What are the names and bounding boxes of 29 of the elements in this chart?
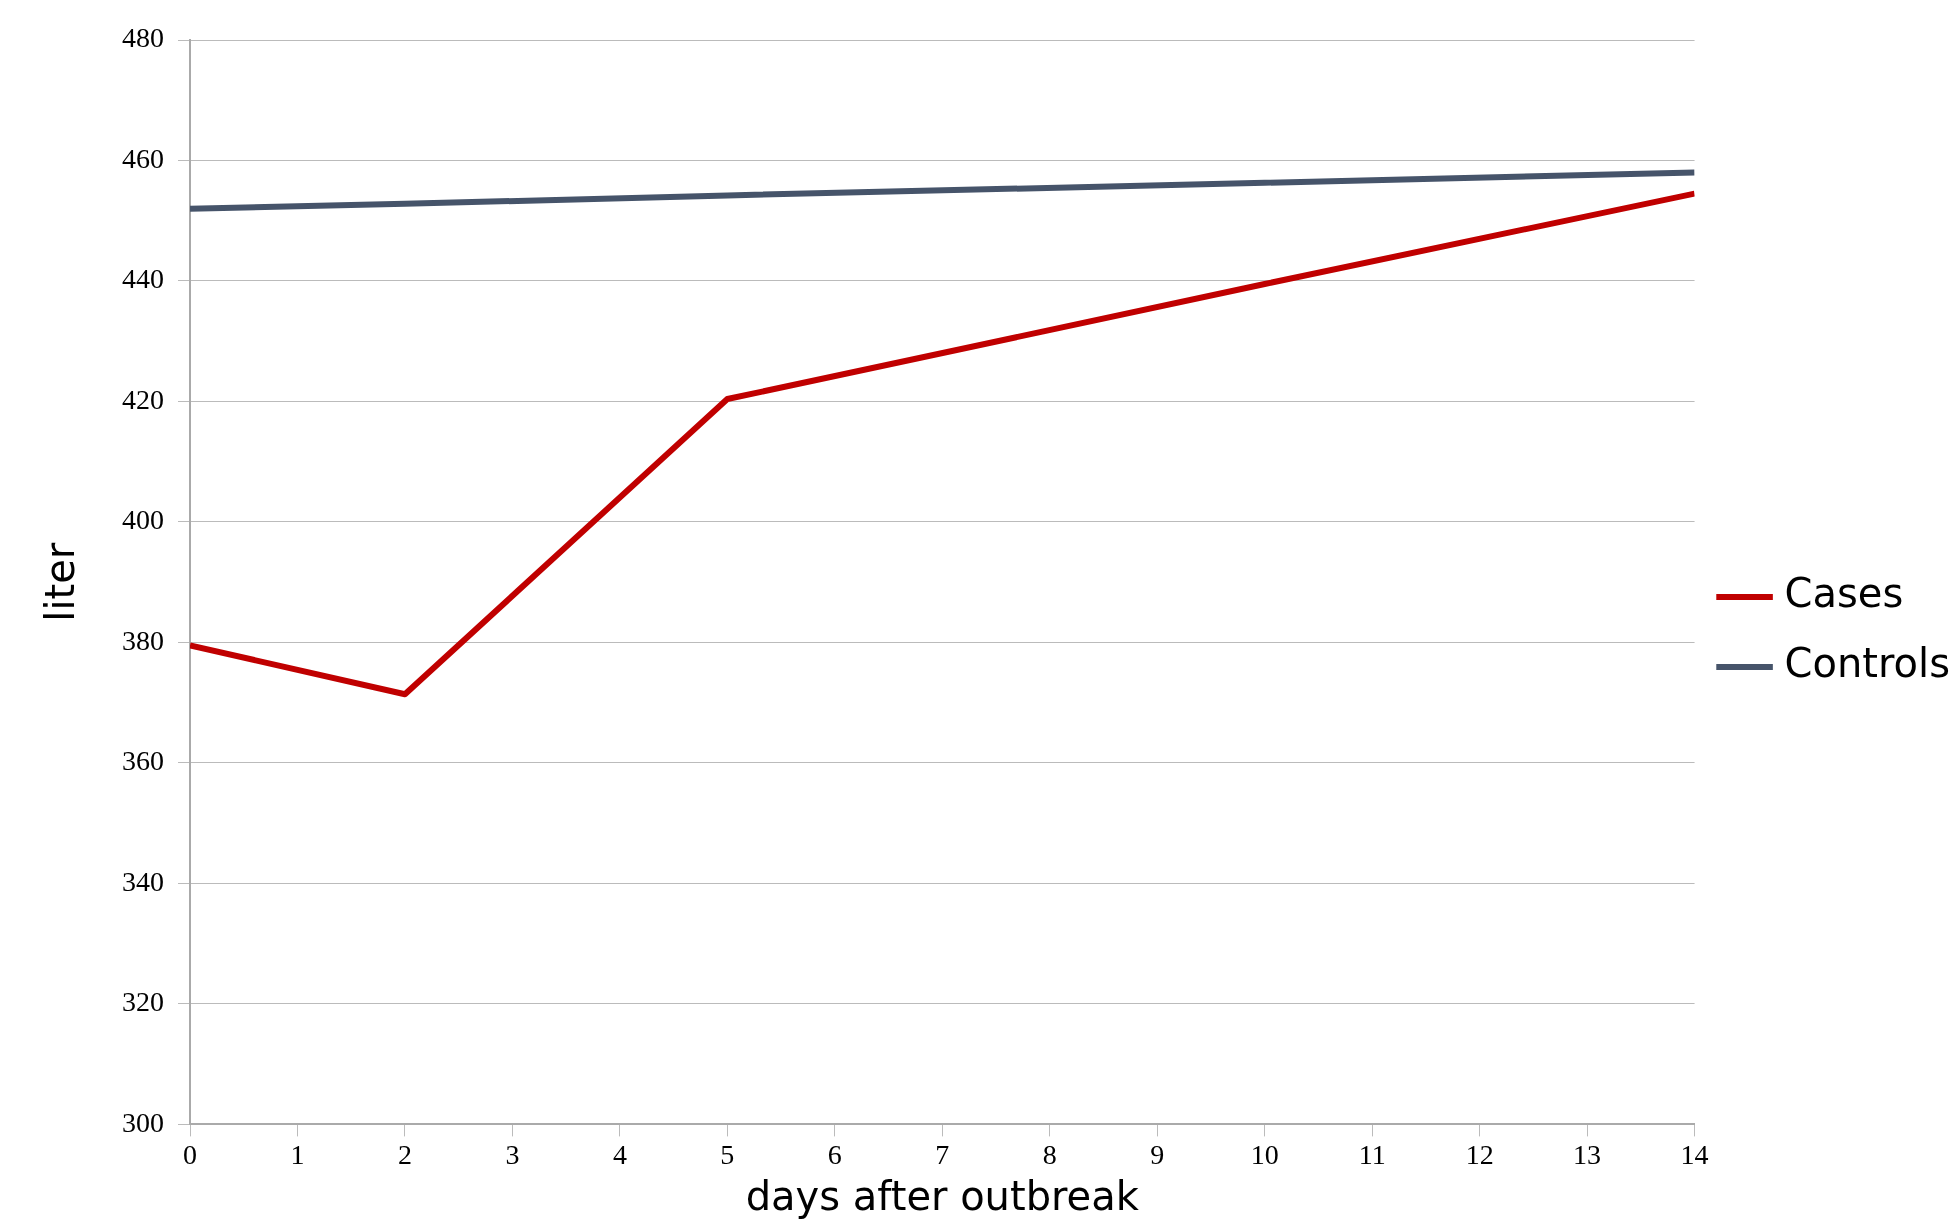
x-tick-label: 13 <box>1573 1138 1602 1170</box>
legend-label: Cases <box>1784 570 1904 617</box>
x-axis-title: days after outbreak <box>745 1173 1140 1220</box>
y-tick-label: 320 <box>122 986 164 1018</box>
x-tick-label: 12 <box>1465 1138 1494 1170</box>
y-axis-title: liter <box>37 542 84 622</box>
y-tick-label: 480 <box>122 22 164 54</box>
x-tick-label: 8 <box>1042 1138 1057 1170</box>
y-tick-label: 420 <box>122 383 164 415</box>
legend-label: Controls <box>1784 640 1951 687</box>
x-tick-label: 2 <box>397 1138 412 1170</box>
x-tick-label: 1 <box>290 1138 305 1170</box>
x-tick-label: 5 <box>720 1138 735 1170</box>
x-tick-label: 4 <box>612 1138 627 1170</box>
x-tick-label: 0 <box>183 1138 197 1170</box>
y-tick-label: 360 <box>122 745 164 777</box>
x-tick-label: 9 <box>1150 1138 1165 1170</box>
y-tick-label: 440 <box>122 263 164 295</box>
x-tick-label: 11 <box>1358 1138 1386 1170</box>
y-tick-label: 300 <box>122 1106 164 1138</box>
x-tick-label: 7 <box>935 1138 950 1170</box>
x-tick-label: 3 <box>505 1138 520 1170</box>
x-tick-label: 10 <box>1250 1138 1279 1170</box>
x-tick-label: 6 <box>827 1138 842 1170</box>
y-tick-label: 340 <box>122 865 164 897</box>
y-tick-label: 400 <box>122 504 164 536</box>
y-tick-label: 380 <box>122 624 164 656</box>
x-tick-label: 14 <box>1680 1138 1709 1170</box>
y-tick-label: 460 <box>122 142 164 174</box>
